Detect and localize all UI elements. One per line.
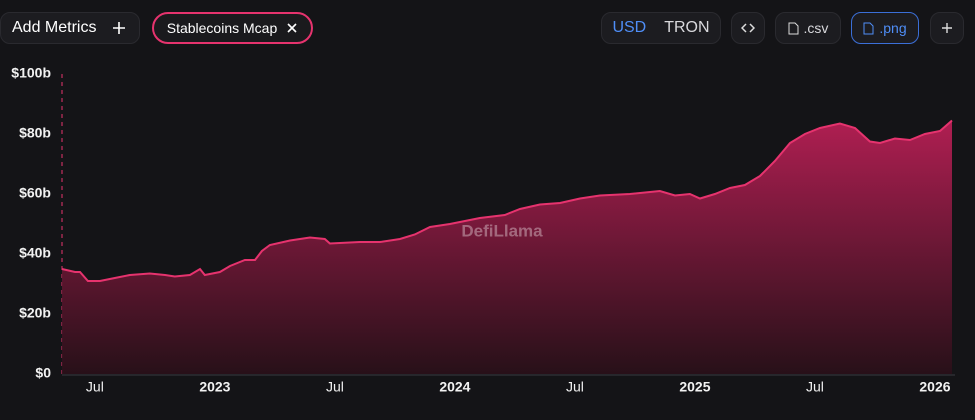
- y-tick-label: $0: [35, 365, 51, 381]
- y-tick-label: $40b: [19, 245, 51, 261]
- series-line: [61, 119, 953, 282]
- plus-icon: [942, 23, 952, 33]
- file-icon: [788, 22, 799, 34]
- close-icon[interactable]: [286, 22, 298, 34]
- area-fill: [62, 120, 952, 374]
- x-tick-label: Jul: [326, 379, 344, 395]
- usd-option[interactable]: USD: [612, 19, 647, 36]
- y-tick-label: $20b: [19, 305, 51, 321]
- add-chart-button[interactable]: [930, 12, 964, 44]
- button-label: Add Metrics: [12, 19, 97, 36]
- png-button[interactable]: .png: [851, 12, 919, 44]
- watermark: DefiLlama: [461, 221, 543, 240]
- y-tick-label: $80b: [19, 125, 51, 141]
- embed-button[interactable]: [731, 12, 765, 44]
- csv-button[interactable]: .csv: [775, 12, 841, 44]
- x-tick-label: 2026: [919, 379, 950, 395]
- png-label: .png: [879, 20, 907, 36]
- chip-label: Stablecoins Mcap: [166, 20, 278, 36]
- x-tick-label: Jul: [86, 379, 104, 395]
- code-icon: [741, 23, 755, 33]
- file-icon: [863, 22, 874, 34]
- denomination-toggle: USD TRON: [601, 12, 721, 44]
- x-tick-label: 2025: [679, 379, 710, 395]
- plus-icon: [113, 22, 126, 34]
- add-metrics-button[interactable]: Add Metrics: [0, 12, 140, 44]
- x-tick-label: 2024: [439, 379, 470, 395]
- x-tick-label: Jul: [806, 379, 824, 395]
- x-tick-label: Jul: [566, 379, 584, 395]
- y-tick-label: $60b: [19, 185, 51, 201]
- metric-chip[interactable]: Stablecoins Mcap: [152, 12, 313, 44]
- y-tick-label: $100b: [11, 65, 51, 81]
- csv-label: .csv: [803, 20, 829, 36]
- x-tick-label: 2023: [199, 379, 230, 395]
- tron-option[interactable]: TRON: [664, 19, 710, 36]
